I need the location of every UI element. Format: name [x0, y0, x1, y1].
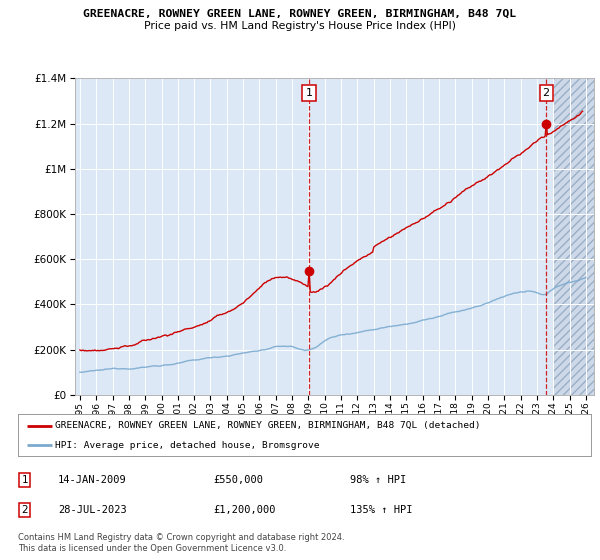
Text: 2: 2: [542, 87, 550, 97]
Text: Contains HM Land Registry data © Crown copyright and database right 2024.
This d: Contains HM Land Registry data © Crown c…: [18, 533, 344, 553]
Text: HPI: Average price, detached house, Bromsgrove: HPI: Average price, detached house, Brom…: [55, 441, 320, 450]
Text: GREENACRE, ROWNEY GREEN LANE, ROWNEY GREEN, BIRMINGHAM, B48 7QL: GREENACRE, ROWNEY GREEN LANE, ROWNEY GRE…: [83, 8, 517, 18]
Text: Price paid vs. HM Land Registry's House Price Index (HPI): Price paid vs. HM Land Registry's House …: [144, 21, 456, 31]
Text: 135% ↑ HPI: 135% ↑ HPI: [350, 505, 413, 515]
Text: £1,200,000: £1,200,000: [213, 505, 275, 515]
Text: 1: 1: [305, 87, 313, 97]
Text: 98% ↑ HPI: 98% ↑ HPI: [350, 475, 407, 485]
Text: 28-JUL-2023: 28-JUL-2023: [58, 505, 127, 515]
Text: 1: 1: [22, 475, 28, 485]
Text: GREENACRE, ROWNEY GREEN LANE, ROWNEY GREEN, BIRMINGHAM, B48 7QL (detached): GREENACRE, ROWNEY GREEN LANE, ROWNEY GRE…: [55, 421, 481, 430]
Text: 2: 2: [22, 505, 28, 515]
Text: 14-JAN-2009: 14-JAN-2009: [58, 475, 127, 485]
Text: £550,000: £550,000: [213, 475, 263, 485]
Bar: [553, 78, 594, 395]
